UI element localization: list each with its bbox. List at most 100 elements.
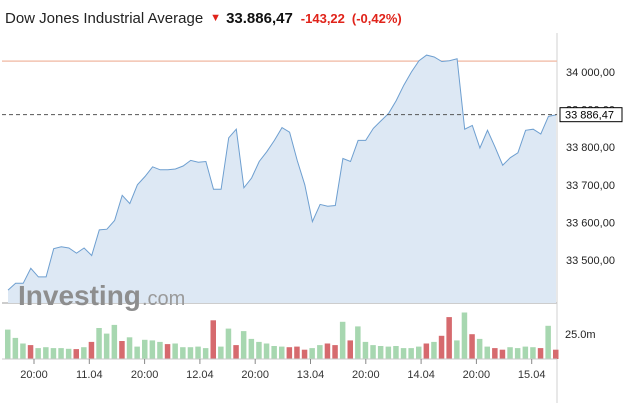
x-tick-label: 15.04: [518, 369, 546, 381]
chart-header: Dow Jones Industrial Average ▼ 33.886,47…: [5, 8, 409, 28]
volume-bar: [530, 347, 536, 359]
volume-bar: [248, 338, 255, 360]
x-tick-label: 20:00: [241, 369, 269, 381]
logo-suffix-text: .com: [142, 288, 185, 310]
volume-bar: [423, 343, 430, 359]
current-price-box: [559, 107, 623, 123]
volume-bar: [431, 341, 437, 359]
volume-bar: [202, 348, 209, 359]
volume-bar: [309, 348, 315, 359]
volume-bar: [301, 349, 308, 359]
volume-bar: [317, 345, 323, 360]
volume-bar: [355, 326, 361, 359]
volume-bar: [43, 347, 49, 359]
y-tick-label: 33 600,00: [566, 217, 615, 229]
volume-bar: [537, 348, 544, 359]
volume-bar: [35, 348, 41, 359]
volume-bar: [149, 340, 156, 359]
volume-bar: [446, 317, 452, 359]
volume-bar: [164, 344, 171, 359]
volume-bar: [400, 348, 407, 359]
volume-bar: [522, 346, 529, 359]
volume-bar: [12, 337, 19, 359]
volume-bar: [461, 312, 468, 359]
volume-bar: [218, 346, 224, 359]
x-tick-label: 14.04: [407, 369, 435, 381]
volume-bar: [271, 346, 277, 359]
volume-bar: [27, 345, 34, 360]
instrument-title: Dow Jones Industrial Average: [5, 9, 204, 27]
volume-bar: [126, 337, 133, 359]
volume-bar: [347, 340, 353, 359]
x-tick-label: 13.04: [297, 369, 325, 381]
volume-bars: [5, 312, 559, 360]
volume-bar: [492, 348, 498, 359]
volume-bar: [286, 347, 293, 359]
plot-area: [2, 33, 558, 403]
x-axis-ticks: 20:00 11.04 20:00 12.04 20:00 13.04 20:00 14.04…: [20, 359, 545, 381]
current-price-text: 33 886,47: [565, 110, 614, 122]
price-line: [7, 54, 557, 291]
volume-bar: [20, 343, 26, 359]
volume-bar: [499, 349, 506, 359]
volume-bar: [279, 346, 285, 359]
volume-bar: [73, 349, 79, 359]
volume-axis-label: 25.0m: [565, 329, 596, 341]
volume-bar: [438, 335, 445, 360]
volume-bar: [362, 341, 369, 359]
volume-bar: [233, 345, 239, 360]
volume-bar: [370, 345, 376, 360]
volume-bar: [545, 325, 551, 359]
down-arrow-icon: ▼: [210, 12, 222, 24]
volume-bar: [134, 346, 140, 359]
last-price: 33.886,47: [226, 9, 293, 27]
volume-bar: [225, 328, 232, 359]
volume-bar: [507, 347, 513, 359]
volume-bar: [119, 341, 125, 359]
volume-bar: [324, 343, 331, 359]
price-change: -143,22: [300, 10, 345, 26]
volume-bar: [469, 334, 475, 359]
volume-bar: [332, 345, 338, 360]
y-tick-label: 33 800,00: [566, 142, 615, 154]
volume-bar: [385, 346, 392, 359]
volume-bar: [50, 348, 57, 359]
volume-bar: [210, 320, 216, 360]
volume-bar: [81, 347, 87, 359]
volume-bar: [408, 348, 414, 359]
investing-logo: Investing .com: [18, 280, 185, 311]
volume-bar: [476, 338, 483, 360]
volume-bar: [5, 329, 11, 359]
volume-bar: [187, 347, 194, 359]
x-tick-label: 20:00: [463, 369, 491, 381]
y-tick-label: 33 700,00: [566, 180, 615, 192]
volume-bar: [65, 348, 72, 359]
volume-bar: [180, 347, 186, 359]
volume-bar: [88, 341, 95, 359]
logo-brand-text: Investing: [18, 280, 141, 311]
current-price-label: 33 886,47: [559, 107, 623, 123]
volume-bar: [393, 346, 399, 359]
volume-bar: [142, 339, 148, 359]
volume-bar: [553, 349, 559, 359]
x-tick-label: 12.04: [186, 369, 214, 381]
y-tick-label: 34 000,00: [566, 67, 615, 79]
volume-bar: [339, 321, 346, 359]
x-tick-label: 11.04: [76, 369, 103, 381]
volume-bar: [454, 340, 460, 359]
volume-bar: [195, 346, 201, 359]
volume-bar: [294, 346, 300, 359]
volume-bar: [377, 346, 384, 359]
volume-bar: [172, 343, 178, 359]
volume-bar: [416, 346, 422, 359]
x-tick-label: 20:00: [352, 369, 380, 381]
volume-bar: [111, 324, 118, 359]
y-tick-label: 33 500,00: [566, 255, 615, 267]
volume-bar: [514, 348, 521, 359]
x-tick-label: 20:00: [20, 369, 48, 381]
volume-bar: [58, 348, 64, 359]
volume-bar: [103, 333, 110, 359]
price-area-fill: [8, 55, 556, 303]
